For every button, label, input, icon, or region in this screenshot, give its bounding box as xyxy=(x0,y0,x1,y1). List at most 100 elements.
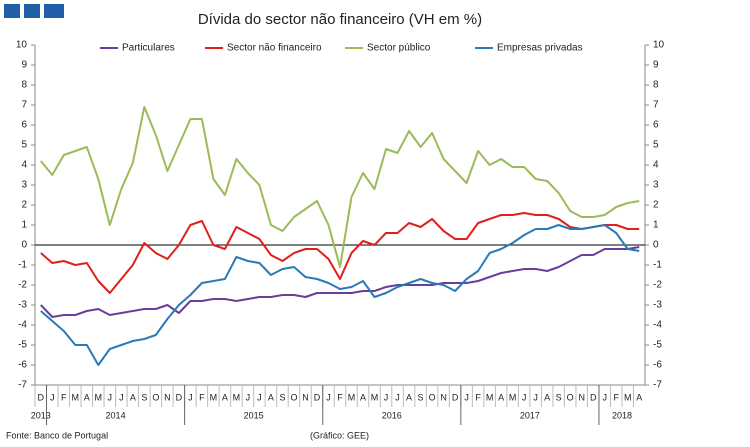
x-tick-label: F xyxy=(61,392,67,402)
y-tick-label: 9 xyxy=(21,60,27,71)
y2-tick-label: -5 xyxy=(653,340,662,351)
x-tick-label: J xyxy=(522,392,527,402)
y-tick-label: 5 xyxy=(21,140,27,151)
y-tick-label: 10 xyxy=(16,40,28,51)
series-line xyxy=(40,106,640,268)
x-tick-label: N xyxy=(302,392,309,402)
year-label: 2013 xyxy=(31,410,51,420)
x-tick-label: S xyxy=(418,392,424,402)
y-tick-label: -7 xyxy=(18,380,27,391)
year-label: 2018 xyxy=(612,410,632,420)
y2-tick-label: 4 xyxy=(653,160,659,171)
y-tick-label: -3 xyxy=(18,300,27,311)
x-tick-label: N xyxy=(578,392,585,402)
y-tick-label: -5 xyxy=(18,340,27,351)
x-tick-label: S xyxy=(141,392,147,402)
x-tick-label: M xyxy=(624,392,632,402)
x-tick-label: M xyxy=(233,392,241,402)
x-tick-label: M xyxy=(371,392,379,402)
logo-block xyxy=(24,4,40,18)
legend-label: Empresas privadas xyxy=(497,43,583,54)
y2-tick-label: 5 xyxy=(653,140,659,151)
series-line xyxy=(40,246,640,318)
x-tick-label: F xyxy=(475,392,481,402)
x-tick-label: J xyxy=(108,392,113,402)
x-tick-label: N xyxy=(440,392,447,402)
year-label: 2016 xyxy=(382,410,402,420)
year-label: 2017 xyxy=(520,410,540,420)
x-tick-label: A xyxy=(360,392,366,402)
series-line xyxy=(40,212,640,294)
y-tick-label: 6 xyxy=(21,120,27,131)
x-tick-label: O xyxy=(152,392,159,402)
x-tick-label: D xyxy=(314,392,321,402)
logo-block xyxy=(4,4,20,18)
chart-title: Dívida do sector não financeiro (VH em %… xyxy=(198,11,482,28)
y2-tick-label: 0 xyxy=(653,240,659,251)
x-tick-label: D xyxy=(452,392,459,402)
x-tick-label: J xyxy=(119,392,124,402)
series-line xyxy=(40,224,640,366)
x-tick-label: N xyxy=(164,392,171,402)
y2-tick-label: -7 xyxy=(653,380,662,391)
y2-tick-label: -3 xyxy=(653,300,662,311)
x-tick-label: J xyxy=(50,392,55,402)
x-tick-label: M xyxy=(348,392,356,402)
x-tick-label: S xyxy=(279,392,285,402)
y-tick-label: -6 xyxy=(18,360,27,371)
y-tick-label: 3 xyxy=(21,180,27,191)
x-tick-label: A xyxy=(636,392,642,402)
y-tick-label: 7 xyxy=(21,100,27,111)
x-tick-label: A xyxy=(84,392,90,402)
x-tick-label: J xyxy=(464,392,469,402)
source: Fonte: Banco de Portugal xyxy=(6,430,108,440)
x-tick-label: D xyxy=(590,392,597,402)
x-tick-label: J xyxy=(188,392,193,402)
x-tick-label: J xyxy=(384,392,389,402)
y-tick-label: 0 xyxy=(21,240,27,251)
x-tick-label: D xyxy=(176,392,183,402)
y-tick-label: -2 xyxy=(18,280,27,291)
x-tick-label: J xyxy=(395,392,400,402)
x-tick-label: M xyxy=(486,392,494,402)
y2-tick-label: -1 xyxy=(653,260,662,271)
y2-tick-label: -4 xyxy=(653,320,662,331)
x-tick-label: J xyxy=(257,392,262,402)
x-tick-label: F xyxy=(337,392,343,402)
y2-tick-label: 3 xyxy=(653,180,659,191)
y-tick-label: 2 xyxy=(21,200,27,211)
x-tick-label: A xyxy=(406,392,412,402)
x-tick-label: M xyxy=(210,392,218,402)
y-tick-label: 4 xyxy=(21,160,27,171)
x-tick-label: O xyxy=(567,392,574,402)
x-tick-label: A xyxy=(544,392,550,402)
x-tick-label: S xyxy=(556,392,562,402)
year-label: 2015 xyxy=(244,410,264,420)
x-tick-label: F xyxy=(613,392,619,402)
legend-label: Particulares xyxy=(122,43,175,54)
y-tick-label: 8 xyxy=(21,80,27,91)
x-tick-label: A xyxy=(130,392,136,402)
x-tick-label: F xyxy=(199,392,205,402)
y2-tick-label: 9 xyxy=(653,60,659,71)
x-tick-label: M xyxy=(72,392,80,402)
x-tick-label: M xyxy=(95,392,103,402)
x-tick-label: J xyxy=(246,392,251,402)
year-label: 2014 xyxy=(106,410,126,420)
credit: (Gráfico: GEE) xyxy=(310,430,369,440)
y2-tick-label: -2 xyxy=(653,280,662,291)
y2-tick-label: 7 xyxy=(653,100,659,111)
x-tick-label: A xyxy=(268,392,274,402)
x-tick-label: O xyxy=(290,392,297,402)
y-tick-label: -4 xyxy=(18,320,27,331)
x-tick-label: J xyxy=(533,392,538,402)
x-tick-label: A xyxy=(222,392,228,402)
y2-tick-label: 10 xyxy=(653,40,665,51)
y2-tick-label: 2 xyxy=(653,200,659,211)
legend-label: Sector público xyxy=(367,43,431,54)
x-tick-label: J xyxy=(326,392,331,402)
x-tick-label: J xyxy=(602,392,607,402)
y2-tick-label: 8 xyxy=(653,80,659,91)
y2-tick-label: -6 xyxy=(653,360,662,371)
